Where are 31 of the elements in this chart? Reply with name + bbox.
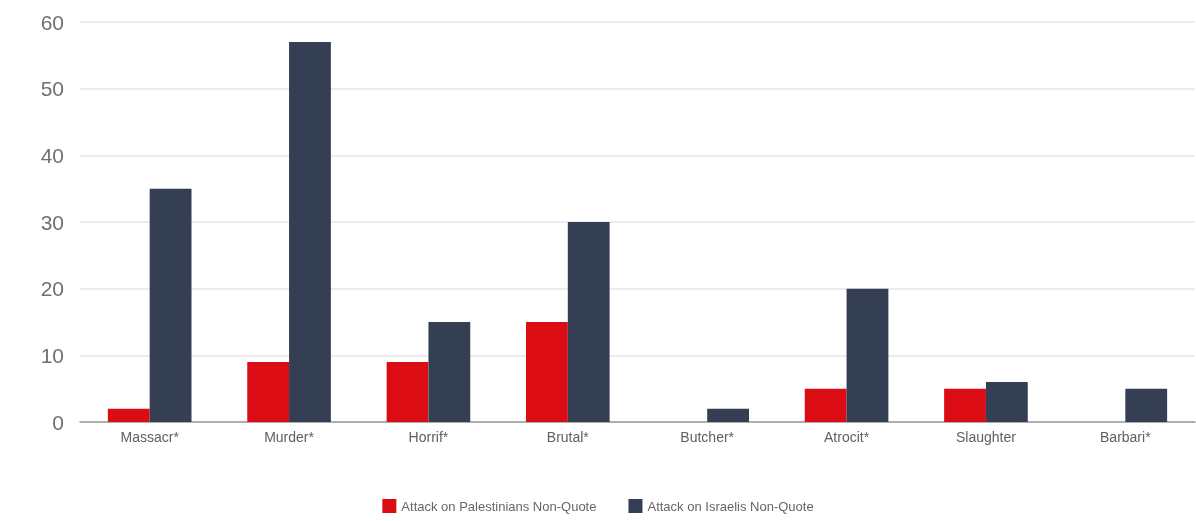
bar bbox=[804, 388, 847, 422]
bar bbox=[149, 188, 192, 422]
bar bbox=[567, 222, 610, 422]
bar bbox=[846, 288, 889, 422]
y-tick-label: 10 bbox=[40, 343, 64, 367]
bar bbox=[1125, 388, 1168, 422]
x-tick-label: Atrocit* bbox=[824, 429, 870, 445]
bar bbox=[386, 362, 429, 422]
bar bbox=[247, 362, 290, 422]
y-tick-label: 60 bbox=[40, 10, 64, 34]
x-tick-label: Massacr* bbox=[120, 429, 180, 445]
bar bbox=[107, 408, 150, 422]
y-tick-label: 0 bbox=[52, 410, 64, 434]
bar bbox=[944, 388, 986, 422]
legend-label: Attack on Palestinians Non-Quote bbox=[401, 498, 597, 514]
bar bbox=[985, 382, 1028, 422]
bar bbox=[428, 322, 471, 422]
y-tick-label: 30 bbox=[40, 210, 64, 234]
x-tick-label: Murder* bbox=[264, 429, 315, 445]
bar bbox=[526, 322, 568, 422]
legend-label: Attack on Israelis Non-Quote bbox=[647, 498, 814, 514]
bar bbox=[289, 42, 331, 422]
x-tick-label: Horrif* bbox=[408, 429, 449, 445]
y-tick-label: 20 bbox=[40, 277, 64, 301]
x-tick-label: Butcher* bbox=[680, 429, 735, 445]
y-tick-label: 40 bbox=[40, 143, 64, 167]
x-tick-label: Brutal* bbox=[546, 429, 590, 445]
y-tick-label: 50 bbox=[40, 77, 64, 101]
bar bbox=[707, 408, 749, 422]
x-tick-label: Barbari* bbox=[1100, 429, 1152, 445]
x-tick-label: Slaughter bbox=[955, 429, 1017, 445]
